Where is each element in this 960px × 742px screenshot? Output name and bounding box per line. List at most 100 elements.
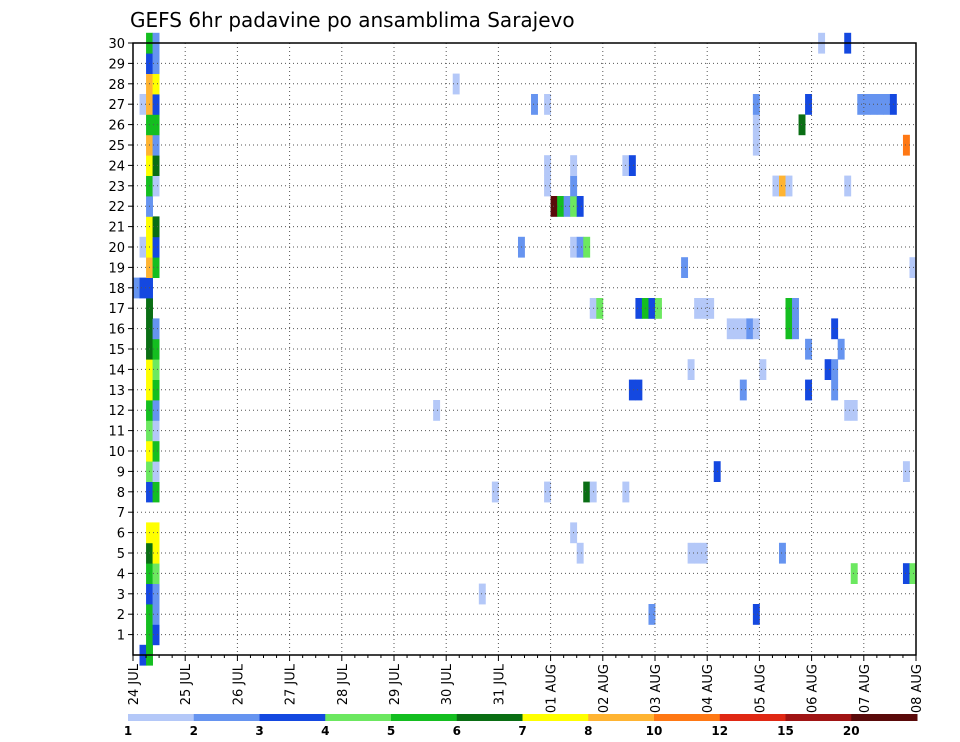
precip-cell bbox=[583, 481, 591, 503]
precip-cell bbox=[850, 400, 858, 421]
precip-cell bbox=[152, 114, 160, 136]
colorbar-label: 10 bbox=[646, 724, 663, 738]
precip-cell bbox=[785, 298, 793, 319]
y-tick-label: 22 bbox=[108, 200, 125, 215]
precip-cell bbox=[152, 134, 160, 156]
precip-cell bbox=[152, 155, 160, 176]
precip-cell bbox=[700, 542, 708, 564]
y-tick-label: 24 bbox=[108, 159, 125, 174]
precip-cell bbox=[152, 53, 160, 74]
precip-cell bbox=[648, 298, 656, 319]
precip-cell bbox=[850, 563, 858, 584]
colorbar-label: 12 bbox=[711, 724, 728, 738]
colorbar-segment bbox=[259, 714, 326, 721]
precip-cell bbox=[152, 400, 160, 421]
precip-cell bbox=[152, 318, 160, 340]
x-tick-label: 25 JUL bbox=[179, 663, 194, 705]
y-tick-label: 27 bbox=[108, 98, 125, 113]
precip-cell bbox=[152, 216, 160, 238]
precip-cell bbox=[831, 379, 839, 401]
precip-cell bbox=[452, 73, 460, 95]
colorbar-label: 3 bbox=[255, 724, 263, 738]
precip-cell bbox=[752, 114, 760, 136]
colorbar-segment bbox=[325, 714, 392, 721]
colorbar-segment bbox=[588, 714, 655, 721]
x-tick-label: 04 AUG bbox=[701, 664, 716, 713]
precip-cell bbox=[687, 542, 695, 564]
precip-cell bbox=[544, 175, 552, 197]
precip-cell bbox=[576, 236, 584, 258]
precip-cell bbox=[909, 563, 917, 584]
precip-cell bbox=[557, 196, 565, 217]
precip-cell bbox=[778, 542, 786, 564]
precip-cell bbox=[139, 236, 147, 258]
precip-cell bbox=[883, 94, 891, 115]
y-tick-label: 10 bbox=[108, 445, 125, 460]
y-tick-label: 6 bbox=[117, 527, 125, 542]
colorbar-segment bbox=[456, 714, 523, 721]
precip-cell bbox=[844, 400, 852, 421]
x-tick-label: 30 JUL bbox=[440, 663, 455, 705]
colorbar-segment bbox=[522, 714, 589, 721]
y-tick-label: 1 bbox=[117, 629, 125, 644]
colorbar-segment bbox=[654, 714, 721, 721]
x-tick-label: 27 JUL bbox=[284, 663, 299, 705]
x-tick-label: 07 AUG bbox=[858, 664, 873, 713]
precip-cell bbox=[772, 175, 780, 197]
precip-cell bbox=[863, 94, 871, 115]
x-tick-label: 06 AUG bbox=[806, 664, 821, 713]
y-tick-label: 7 bbox=[117, 506, 125, 521]
precip-cell bbox=[544, 94, 552, 115]
precip-cell bbox=[596, 298, 604, 319]
y-tick-label: 11 bbox=[108, 425, 125, 440]
precip-cell bbox=[628, 155, 636, 176]
x-tick-label: 26 JUL bbox=[231, 663, 246, 705]
precip-cell bbox=[152, 379, 160, 401]
precip-cell bbox=[544, 155, 552, 176]
precip-cell bbox=[133, 277, 140, 299]
y-tick-label: 14 bbox=[108, 363, 125, 378]
x-tick-label: 03 AUG bbox=[649, 664, 664, 713]
precip-cell bbox=[902, 461, 910, 482]
precip-cell bbox=[152, 481, 160, 503]
precip-cell bbox=[152, 624, 160, 646]
precip-cell bbox=[152, 175, 160, 197]
precip-cell bbox=[648, 604, 656, 625]
precip-cell bbox=[635, 298, 643, 319]
y-tick-label: 18 bbox=[108, 282, 125, 297]
y-tick-label: 8 bbox=[117, 486, 125, 501]
colorbar-label: 15 bbox=[777, 724, 794, 738]
colorbar-label: 2 bbox=[190, 724, 198, 738]
precip-cell bbox=[824, 359, 832, 380]
precip-cell bbox=[152, 94, 160, 115]
x-tick-label: 08 AUG bbox=[910, 664, 925, 713]
colorbar-segment bbox=[193, 714, 260, 721]
precip-cell bbox=[792, 298, 799, 319]
precip-cell bbox=[550, 196, 558, 217]
precip-cell bbox=[491, 481, 499, 503]
x-tick-label: 28 JUL bbox=[336, 663, 351, 705]
precip-cell bbox=[876, 94, 884, 115]
precip-cell bbox=[152, 583, 160, 605]
precip-cell bbox=[152, 461, 160, 482]
precip-cell bbox=[700, 298, 708, 319]
y-tick-label: 25 bbox=[108, 139, 125, 154]
colorbar-segment bbox=[128, 714, 195, 721]
precip-cell bbox=[805, 379, 813, 401]
precip-cell bbox=[139, 94, 147, 115]
x-tick-label: 24 JUL bbox=[127, 663, 142, 705]
colorbar-label: 20 bbox=[843, 724, 860, 738]
precip-cell bbox=[152, 440, 160, 462]
x-tick-label: 29 JUL bbox=[388, 663, 403, 705]
precip-cell bbox=[785, 318, 793, 340]
colorbar-segment bbox=[391, 714, 458, 721]
precip-cell bbox=[726, 318, 734, 340]
colorbar-segment bbox=[851, 714, 918, 721]
colorbar-label: 7 bbox=[518, 724, 526, 738]
precip-cell bbox=[792, 318, 799, 340]
y-tick-label: 23 bbox=[108, 180, 125, 195]
x-tick-label: 05 AUG bbox=[753, 664, 768, 713]
precip-cell bbox=[152, 73, 160, 95]
y-tick-label: 29 bbox=[108, 57, 125, 72]
precip-cell bbox=[707, 298, 715, 319]
